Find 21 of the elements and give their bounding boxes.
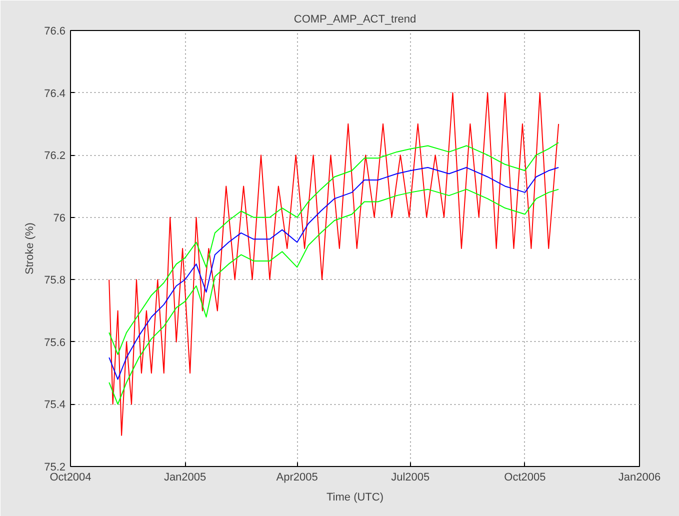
chart-title: COMP_AMP_ACT_trend	[294, 14, 416, 26]
x-axis-title: Time (UTC)	[326, 492, 384, 504]
y-tick-label: 76	[53, 212, 66, 224]
y-axis-title: Stroke (%)	[24, 222, 36, 274]
x-tick-label: Apr2005	[276, 472, 318, 484]
x-tick-label: Oct2004	[50, 472, 92, 484]
x-tick-label: Jan2005	[164, 472, 206, 484]
y-tick-label: 75.8	[44, 274, 66, 287]
y-tick-label: 75.2	[44, 462, 66, 474]
line-series	[108, 142, 560, 355]
y-tick-label: 76.2	[44, 150, 66, 162]
x-tick-label: Jul2005	[391, 472, 430, 484]
line-series	[108, 188, 560, 405]
y-tick-label: 75.6	[44, 336, 66, 349]
line-series	[108, 92, 560, 436]
x-tick-label: Oct2005	[504, 472, 546, 484]
y-tick-label: 76.6	[44, 26, 66, 38]
line-series	[108, 167, 560, 380]
x-tick-label: Jan2006	[618, 472, 661, 484]
y-tick-label: 76.4	[44, 88, 66, 100]
y-tick-label: 75.4	[44, 399, 66, 412]
